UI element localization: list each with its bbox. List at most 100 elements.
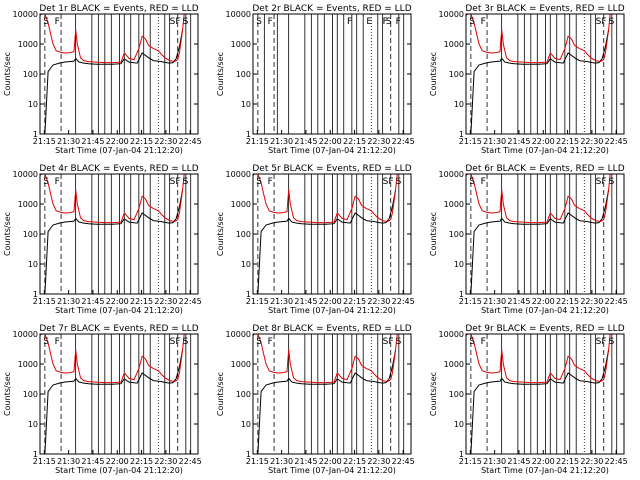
event-marker-label: S (43, 17, 49, 27)
panel-title: Det 1r BLACK = Events, RED = LLD (39, 4, 198, 14)
y-tick-label: 10000 (439, 170, 464, 179)
lld-series-line (466, 14, 611, 64)
y-axis-label: Counts/sec (3, 52, 12, 96)
y-tick-label: 1000 (18, 40, 38, 49)
lld-series-line (40, 174, 185, 224)
events-series-line (40, 189, 184, 294)
y-tick-label: 100 (236, 230, 251, 239)
y-tick-label: 1 (33, 450, 38, 459)
x-tick-label: 22:15 (130, 297, 153, 306)
event-marker-label: S (609, 17, 615, 27)
x-tick-label: 22:45 (392, 137, 415, 146)
x-axis-label: Start Time (07-Jan-04 21:12:20) (481, 306, 609, 315)
x-tick-label: 22:30 (154, 297, 177, 306)
x-tick-label: 22:15 (556, 137, 579, 146)
x-axis-label: Start Time (07-Jan-04 21:12:20) (55, 146, 183, 155)
panel-title: Det 6r BLACK = Events, RED = LLD (465, 164, 624, 174)
x-tick-label: 21:15 (33, 457, 56, 466)
x-tick-label: 22:00 (106, 457, 129, 466)
y-tick-label: 1000 (444, 360, 464, 369)
y-tick-label: 1 (459, 130, 464, 139)
x-tick-label: 21:45 (507, 297, 530, 306)
panel-title: Det 8r BLACK = Events, RED = LLD (252, 324, 411, 334)
y-tick-label: 100 (23, 390, 38, 399)
y-axis-label: Counts/sec (216, 52, 225, 96)
x-tick-label: 21:30 (483, 297, 506, 306)
event-marker-label: SF (170, 177, 181, 187)
plot-frame (39, 173, 199, 295)
y-axis-label: Counts/sec (216, 212, 225, 256)
y-tick-label: 1 (246, 130, 251, 139)
event-marker-label: F (55, 17, 60, 27)
x-axis-label: Start Time (07-Jan-04 21:12:20) (55, 466, 183, 475)
x-tick-label: 22:45 (392, 457, 415, 466)
panel-title: Det 2r BLACK = Events, RED = LLD (252, 4, 411, 14)
plot-frame (465, 333, 625, 455)
event-marker-label: S (256, 177, 262, 187)
y-tick-label: 10 (241, 260, 251, 269)
x-tick-label: 22:30 (154, 457, 177, 466)
x-tick-label: 21:45 (294, 457, 317, 466)
event-marker-label: F (55, 177, 60, 187)
x-tick-label: 22:30 (367, 137, 390, 146)
x-tick-label: 22:15 (556, 457, 579, 466)
y-axis-label: Counts/sec (429, 52, 438, 96)
lld-series-line (466, 174, 611, 224)
x-tick-label: 22:45 (179, 297, 202, 306)
y-tick-label: 1 (33, 290, 38, 299)
y-tick-label: 10 (28, 420, 38, 429)
x-tick-label: 22:45 (605, 297, 628, 306)
y-tick-label: 10000 (439, 330, 464, 339)
x-tick-label: 21:15 (246, 457, 269, 466)
x-axis-label: Start Time (07-Jan-04 21:12:20) (268, 306, 396, 315)
y-tick-label: 100 (449, 390, 464, 399)
y-tick-label: 100 (236, 70, 251, 79)
lld-series-line (40, 14, 185, 64)
x-tick-label: 22:30 (580, 137, 603, 146)
y-tick-label: 10 (28, 260, 38, 269)
x-tick-label: 22:15 (130, 457, 153, 466)
event-marker-label: S (609, 337, 615, 347)
plot-frame (252, 173, 412, 295)
event-marker-label: S (469, 177, 475, 187)
y-tick-label: 10 (28, 100, 38, 109)
x-tick-label: 21:45 (294, 137, 317, 146)
y-tick-label: 10000 (226, 170, 251, 179)
event-marker-label: S (43, 177, 49, 187)
x-tick-label: 21:45 (81, 457, 104, 466)
event-marker-label: SF (170, 17, 181, 27)
x-tick-label: 22:15 (556, 297, 579, 306)
event-marker-label: S (396, 177, 402, 187)
event-marker-label: F (481, 177, 486, 187)
lld-series-line (253, 174, 398, 224)
event-marker-label: F (481, 17, 486, 27)
x-tick-label: 21:30 (57, 137, 80, 146)
event-marker-label: S (469, 337, 475, 347)
x-axis-label: Start Time (07-Jan-04 21:12:20) (268, 146, 396, 155)
x-tick-label: 21:45 (81, 297, 104, 306)
y-tick-label: 1000 (18, 200, 38, 209)
events-series-line (466, 29, 610, 134)
x-tick-label: 22:45 (605, 137, 628, 146)
x-tick-label: 21:30 (270, 137, 293, 146)
y-tick-label: 1000 (231, 200, 251, 209)
panel-title: Det 5r BLACK = Events, RED = LLD (252, 164, 411, 174)
event-marker-label: S (183, 17, 189, 27)
x-tick-label: 21:45 (294, 297, 317, 306)
x-tick-label: 22:15 (130, 137, 153, 146)
events-series-line (253, 189, 397, 294)
lld-series-line (40, 334, 185, 384)
panel-title: Det 7r BLACK = Events, RED = LLD (39, 324, 198, 334)
event-marker-label: F (347, 17, 352, 27)
event-marker-label: F (268, 177, 273, 187)
events-series-line (40, 29, 184, 134)
x-tick-label: 21:15 (33, 297, 56, 306)
x-tick-label: 22:00 (106, 297, 129, 306)
y-tick-label: 1 (246, 290, 251, 299)
x-tick-label: 21:30 (483, 137, 506, 146)
plot-frame (39, 333, 199, 455)
lld-series-line (466, 334, 611, 384)
